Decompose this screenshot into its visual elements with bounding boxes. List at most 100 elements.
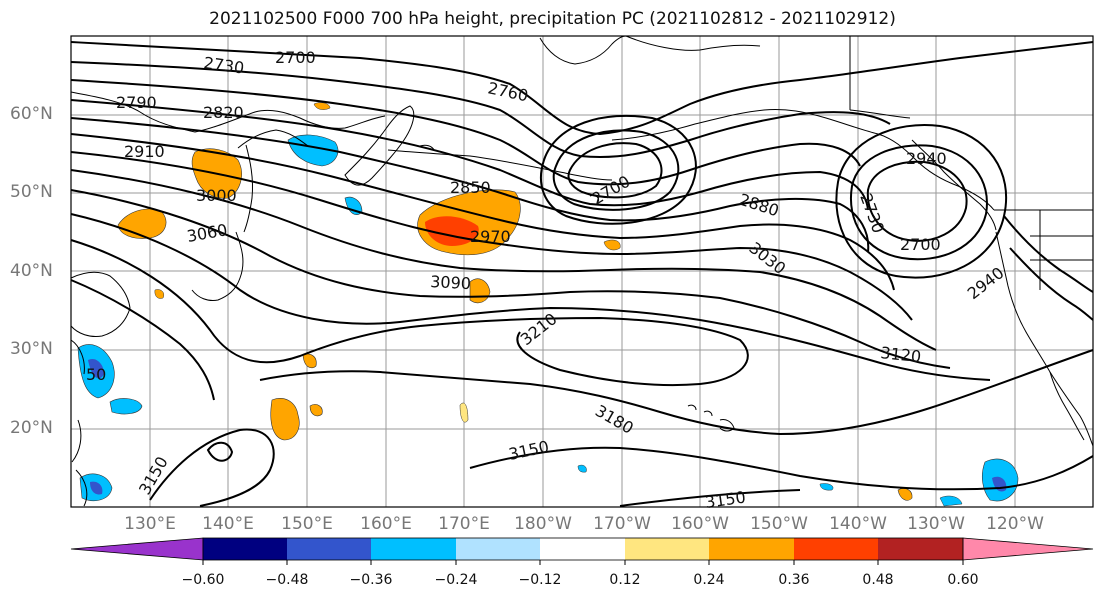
colorbar-tick-label: 0.36 (778, 572, 810, 588)
colorbar-tick-label: −0.24 (434, 572, 478, 588)
contour-line (70, 117, 870, 253)
colorbar-tick-label: 0.48 (862, 572, 894, 588)
contour-line (70, 151, 913, 321)
colorbar-under-extension (70, 537, 204, 561)
contour-label: 2970 (470, 227, 511, 246)
contour-line (70, 239, 421, 364)
coast-taiwan-philippines (70, 339, 88, 507)
lon-label: 170°W (593, 514, 651, 534)
lat-label: 50°N (10, 182, 53, 202)
precip-negative-region (109, 398, 143, 415)
coastlines (70, 35, 1094, 507)
colorbar-segment (287, 538, 371, 560)
precip-positive-region (309, 404, 323, 417)
coast-aleutians (387, 149, 613, 181)
precip-weak-region (459, 402, 469, 423)
precip-strong-negative-region (88, 358, 104, 379)
colorbar-outline (202, 537, 964, 561)
contour-label: 2700 (275, 48, 316, 67)
lat-label: 40°N (10, 261, 53, 281)
colorbar-tick-label: −0.48 (265, 572, 309, 588)
contour-low-aleutian (552, 129, 680, 211)
precip-strong-negative-region (90, 481, 103, 495)
colorbar-segment (625, 538, 709, 560)
coast-baja (1049, 371, 1085, 441)
contour-line (469, 446, 1094, 491)
contour-line (259, 349, 1094, 436)
contour-low-aleutian (540, 114, 697, 225)
contour-label: 2910 (124, 142, 165, 161)
contour-low-gulf (866, 160, 968, 242)
precip-positive-region (302, 353, 317, 369)
contour-label: 3120 (880, 343, 922, 366)
lon-label: 140°W (829, 514, 887, 534)
contour-label: 50 (86, 365, 106, 384)
lon-label: 130°W (907, 514, 965, 534)
lat-label: 30°N (10, 339, 53, 359)
contour-line (70, 133, 895, 291)
lon-label: 160°E (360, 514, 412, 534)
coast-alaska-interior (625, 35, 761, 51)
lon-label: 140°E (202, 514, 254, 534)
colorbar-segment (540, 538, 625, 560)
lon-label: 180°W (514, 514, 572, 534)
colorbar-tick-label: 0.60 (947, 572, 979, 588)
colorbar-tick-label: −0.36 (349, 572, 393, 588)
coast-hawaii (687, 404, 735, 432)
coast-kamchatka (344, 105, 415, 186)
contour-low-gulf (850, 144, 988, 261)
coast-asia-north (70, 91, 386, 133)
colorbar-tick-label: −0.12 (518, 572, 562, 588)
colorbar-segment (203, 538, 287, 560)
contour-label: 2700 (900, 235, 941, 254)
colorbar-segment (878, 538, 963, 560)
contour-line (70, 279, 215, 401)
precip-weak-region (603, 239, 621, 251)
lon-label: 120°W (986, 514, 1044, 534)
coast-japan (191, 231, 244, 301)
precip-negative-region (287, 134, 339, 167)
lon-label: 130°E (124, 514, 176, 534)
lat-label: 60°N (10, 104, 53, 124)
colorbar (70, 537, 1094, 565)
lon-label: 150°W (750, 514, 808, 534)
contour-line (619, 489, 801, 507)
colorbar-tick-label: 0.24 (693, 572, 725, 588)
contour-line (70, 79, 861, 186)
contour-label: 2940 (906, 149, 947, 168)
colorbar-segment (371, 538, 456, 560)
contour-east-edge (1009, 247, 1094, 321)
lon-label: 150°E (281, 514, 333, 534)
precip-negative-region (819, 483, 834, 491)
map-title: 2021102500 F000 700 hPa height, precipit… (209, 9, 896, 29)
lon-label: 160°W (671, 514, 729, 534)
contour-label: 2850 (450, 178, 491, 197)
coast-alaska-west (539, 35, 627, 65)
coast-korea-china (70, 271, 131, 337)
contour-line (70, 189, 951, 369)
contour-label: 2820 (203, 103, 244, 122)
colorbar-tick-label: 0.12 (609, 572, 641, 588)
contour-label: 3090 (430, 272, 472, 293)
precip-positive-region (270, 398, 300, 441)
coast-canada-border (994, 209, 1093, 290)
contour-east-edge (1003, 215, 1094, 293)
coast-sea-of-okhotsk (237, 129, 309, 149)
contour-line (70, 169, 937, 351)
contour-line (70, 213, 991, 381)
contour-line (149, 428, 275, 507)
coast-us-west (995, 231, 1094, 447)
colorbar-segment (709, 538, 794, 560)
coast-alaska-south (611, 109, 995, 211)
colorbar-segment (794, 538, 878, 560)
precip-weak-region (313, 102, 331, 110)
precip-weak-region (154, 289, 164, 299)
contour-label: 2790 (116, 93, 157, 112)
height-contours (70, 41, 1094, 507)
lon-label: 170°E (438, 514, 490, 534)
gridlines (71, 36, 1093, 507)
colorbar-tick-label: −0.60 (181, 572, 225, 588)
map-border (70, 35, 1094, 508)
contour-line (206, 441, 234, 462)
